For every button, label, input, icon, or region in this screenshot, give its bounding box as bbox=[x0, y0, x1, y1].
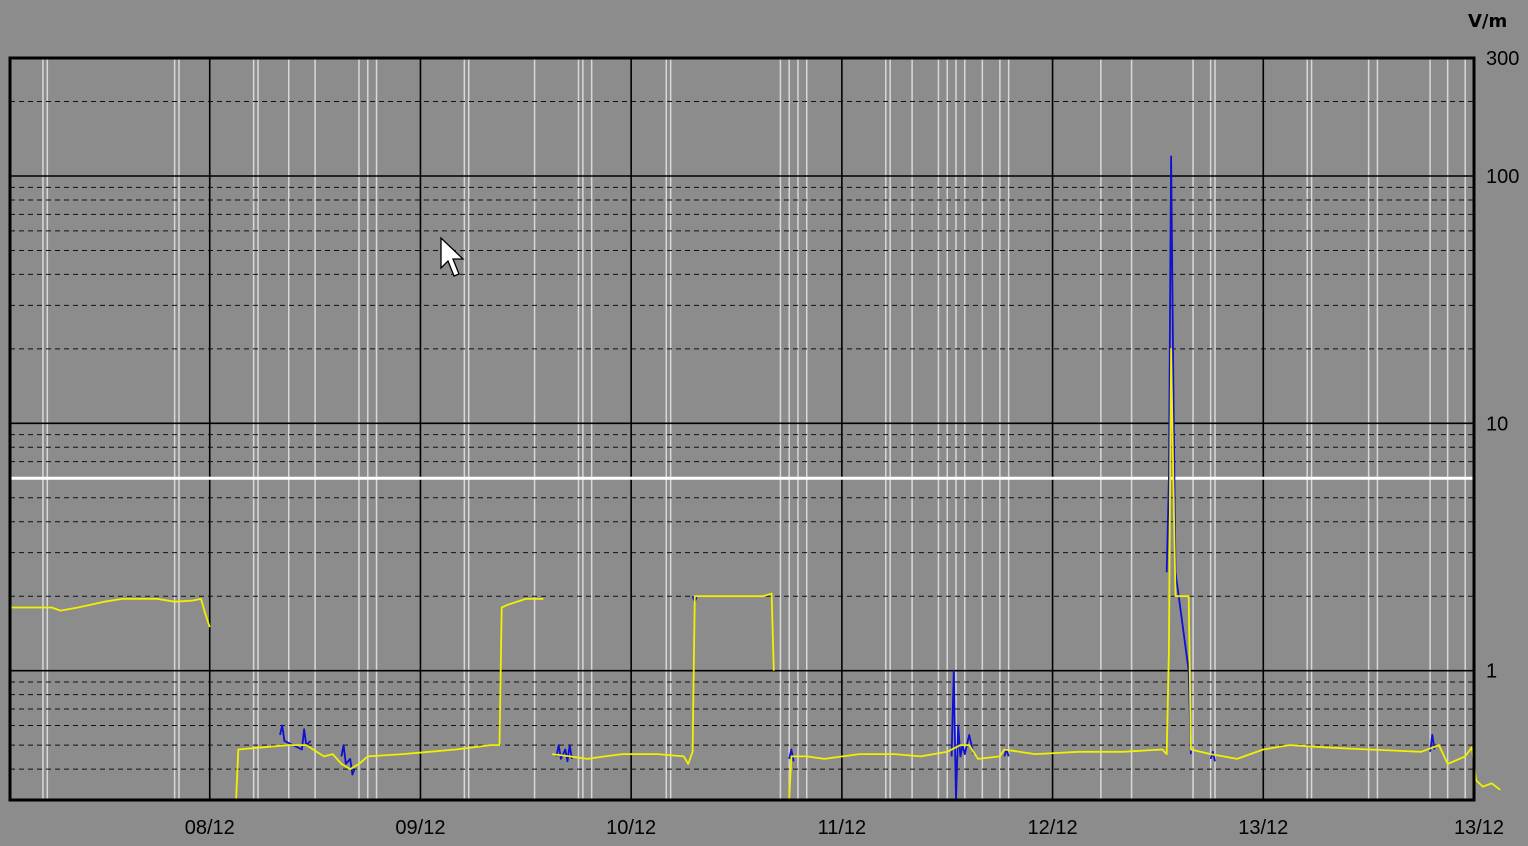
series-0-segment-5 bbox=[950, 669, 975, 801]
x-tick-label-1: 09/12 bbox=[395, 817, 445, 839]
grid bbox=[10, 101, 1474, 801]
series-1-segment-3 bbox=[788, 347, 1501, 801]
mouse-cursor-icon bbox=[440, 236, 465, 277]
y-tick-label-1: 100 bbox=[1486, 166, 1519, 188]
y-unit-label: V/m bbox=[1468, 11, 1507, 32]
series-1-segment-0 bbox=[10, 598, 211, 628]
x-tick-label-5: 13/12 bbox=[1238, 817, 1288, 839]
series-1-segment-1 bbox=[235, 598, 544, 801]
x-tick-label-0: 08/12 bbox=[185, 817, 235, 839]
y-tick-label-0: 300 bbox=[1486, 48, 1519, 70]
series-0-segment-8 bbox=[1209, 750, 1216, 762]
day-gridlines bbox=[208, 58, 1265, 800]
series-0-segment-7 bbox=[1165, 155, 1192, 755]
series-0-segment-9 bbox=[1429, 734, 1436, 752]
x-tick-label-3: 11/12 bbox=[818, 817, 867, 839]
series-0-segment-4 bbox=[788, 748, 795, 762]
x-tick-label-2: 10/12 bbox=[606, 817, 656, 839]
plot-area bbox=[10, 58, 1474, 800]
series-0-segment-2 bbox=[555, 744, 573, 763]
series-1-segment-2 bbox=[551, 592, 775, 765]
x-tick-label-4: 12/12 bbox=[1028, 817, 1078, 839]
vertical-markers bbox=[42, 58, 1466, 800]
plot-frame bbox=[8, 56, 1476, 802]
y-tick-label-3: 1 bbox=[1486, 661, 1497, 683]
y-tick-label-2: 10 bbox=[1486, 413, 1508, 435]
series-0-segment-1 bbox=[340, 744, 356, 776]
x-tick-label-6: 13/12 bbox=[1454, 817, 1504, 839]
series-layer bbox=[10, 155, 1501, 801]
x-tick-labels: 08/12 09/12 10/12 11/12 12/12 13/12 13/12 bbox=[185, 817, 1504, 839]
y-tick-labels: 300 100 10 1 bbox=[1486, 48, 1519, 683]
